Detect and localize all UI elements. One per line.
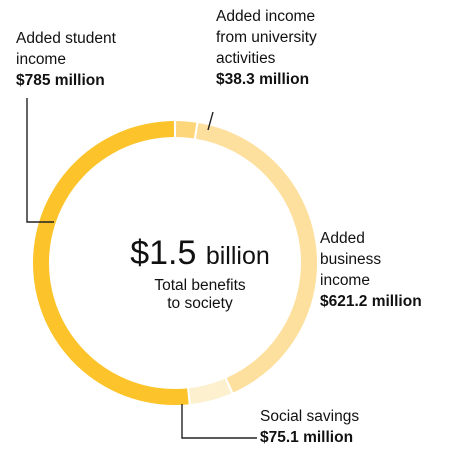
slice-social: [189, 378, 232, 405]
slice-label-line: business: [320, 251, 382, 268]
slice-label-student: Added student income $785 million: [16, 28, 166, 91]
donut-center: $1.5 billion Total benefits to society: [84, 234, 316, 313]
center-caption-line: Total benefits: [154, 277, 246, 294]
leader-line-social: [181, 404, 257, 439]
leader-line-university: [207, 111, 214, 131]
slice-value: $621.2 million: [320, 293, 422, 310]
center-amount-unit: billion: [205, 242, 270, 270]
center-amount-value: $1.5: [130, 234, 197, 272]
slice-label-social: Social savings $75.1 million: [260, 406, 460, 448]
center-caption-line: to society: [167, 295, 233, 312]
center-total: $1.5 billion: [84, 234, 316, 275]
leader-line-student: [26, 98, 54, 223]
center-caption: Total benefits to society: [84, 277, 316, 313]
slice-label-business: Added business income $621.2 million: [320, 228, 460, 312]
slice-label-university: Added income from university activities …: [216, 6, 376, 90]
slice-label-line: from university: [216, 29, 317, 46]
slice-value: $38.3 million: [216, 71, 310, 88]
slice-univ: [175, 121, 197, 139]
slice-value: $785 million: [16, 72, 105, 89]
slice-label-line: Added: [320, 230, 365, 247]
slice-label-line: Added student: [16, 30, 116, 47]
slice-label-line: income: [16, 51, 66, 68]
slice-business: [195, 122, 317, 393]
slice-label-line: Social savings: [260, 408, 360, 425]
slice-label-line: activities: [216, 50, 276, 67]
slice-label-line: Added income: [216, 8, 316, 25]
slice-label-line: income: [320, 272, 370, 289]
slice-value: $75.1 million: [260, 429, 354, 446]
